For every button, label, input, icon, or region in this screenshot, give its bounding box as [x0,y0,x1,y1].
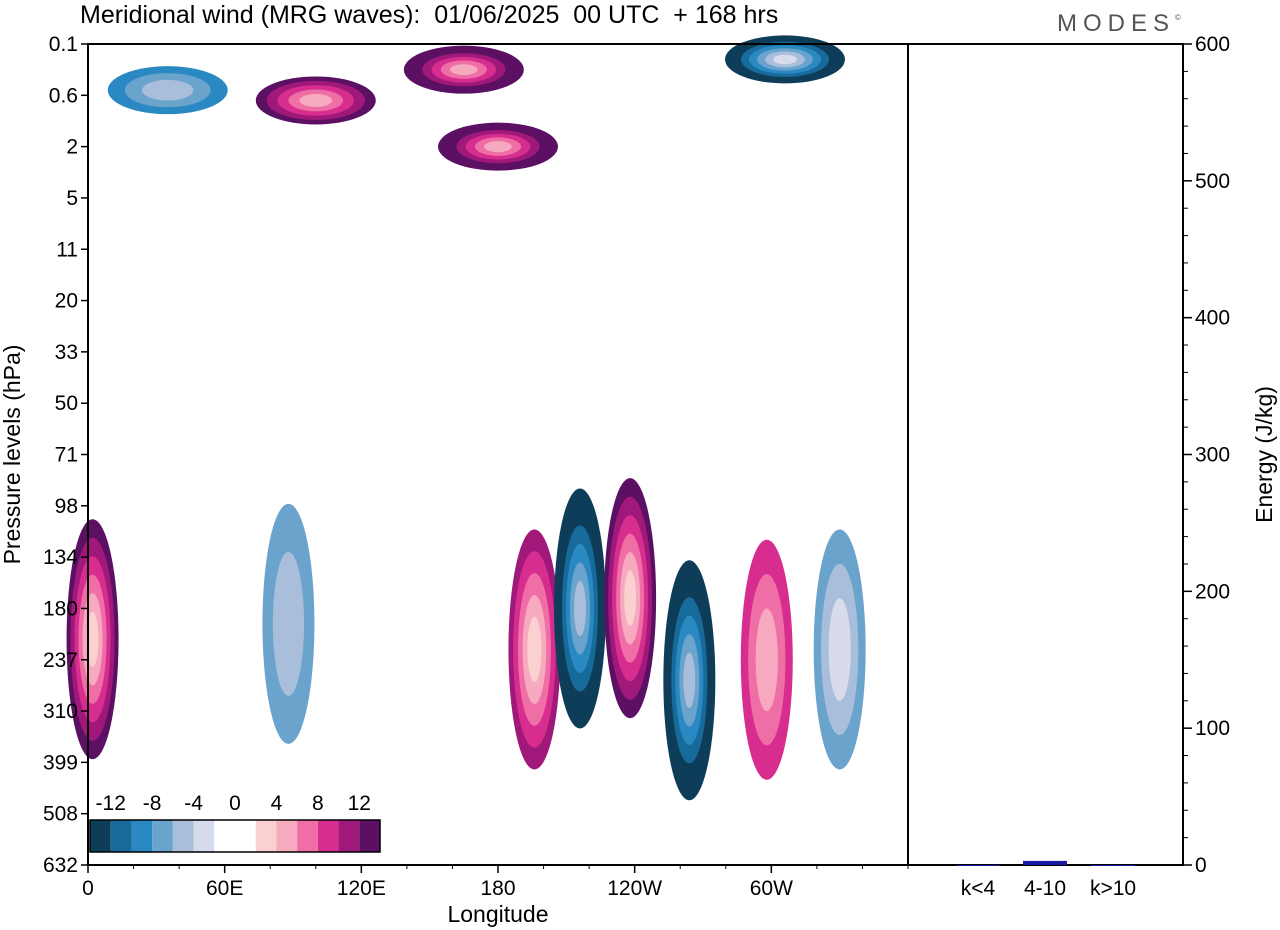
y-tick-label: 399 [43,751,78,774]
y-tick-label: 0.6 [49,84,78,107]
y-axis-label: Pressure levels (hPa) [0,345,25,565]
y-tick-label: 50 [55,392,78,415]
y-tick-label: 632 [43,854,78,877]
contour-0-5 [86,611,99,667]
contour-8-5 [624,570,637,626]
heatmap-field [66,35,866,801]
y-tick-label: 20 [55,290,78,313]
axes: 0.1 0.6 2 5 11 20 33 50 71 98 134 180 237 310 399 508 63… [43,33,1230,900]
x-tick-label: 120W [607,877,662,900]
colorbar-label: 4 [271,792,283,815]
contour-5-5 [484,141,512,153]
colorbar-swatch [276,820,298,852]
brand-mark: © [1175,13,1181,22]
y-tick-label: 33 [55,341,78,364]
contour-3-4 [299,93,333,107]
colorbar-swatch [297,820,318,852]
x-tick-label: 60E [206,877,243,900]
colorbar-label: 0 [229,792,241,815]
energy-tick-label: 200 [1195,580,1230,603]
brand-logo: MODES© [1057,10,1181,38]
energy-bars: k<4 4-10 k>10 [956,860,1136,900]
y-tick-label: 71 [55,444,78,467]
colorbar-swatch [110,820,132,852]
contour-2-1 [272,551,305,696]
colorbar-frame [89,819,381,853]
energy-axis-label: Energy (J/kg) [1251,386,1277,523]
x-tick-label: 180 [480,877,515,900]
y-tick-label: 508 [43,803,78,826]
colorbar-swatch [338,820,360,852]
contour-12-2 [828,598,851,701]
colorbar-label: -12 [96,792,126,815]
contour-4-5 [450,64,478,76]
y-tick-label: 237 [43,649,78,672]
y-tick-label: 0.1 [49,33,78,56]
x-tick-label: 0 [82,877,94,900]
colorbar-swatch [90,820,111,852]
brand-text: MODES [1057,10,1176,37]
colorbar-label: -8 [143,792,162,815]
colorbar: -12 -8 -4 0 4 8 12 [89,792,381,853]
colorbar-swatch [152,820,173,852]
energy-tick-label: 600 [1195,33,1230,56]
y-tick-label: 134 [43,546,78,569]
colorbar-swatch [214,820,235,852]
contour-9-5 [683,652,696,708]
energy-bar [1023,860,1067,865]
y-tick-label: 11 [56,238,78,261]
energy-tick-label: 300 [1195,444,1230,467]
y-tick-label: 98 [55,495,78,518]
y-tick-label: 2 [66,136,78,159]
energy-tick-label: 400 [1195,307,1230,330]
energy-frame [907,43,1184,866]
energy-category-label: k<4 [961,877,996,900]
y-tick-label: 5 [66,187,78,210]
y-tick-label: 180 [43,597,78,620]
y-tick-label: 310 [43,700,78,723]
contour-10-2 [755,608,778,712]
colorbar-swatch [193,820,215,852]
x-tick-label: 120E [337,877,386,900]
colorbar-label: 8 [312,792,324,815]
contour-11-6 [773,54,797,65]
plot-frames [87,43,1184,866]
energy-category-label: 4-10 [1024,877,1066,900]
contour-6-4 [527,616,542,683]
colorbar-swatch [131,820,153,852]
energy-tick-label: 100 [1195,717,1230,740]
energy-category-label: k>10 [1090,877,1136,900]
colorbar-label: -4 [184,792,203,815]
colorbar-label: 12 [348,792,371,815]
colorbar-swatch [317,820,339,852]
colorbar-swatch [255,820,277,852]
colorbar-swatch [235,820,256,852]
energy-bar [956,865,1000,866]
energy-tick-label: 500 [1195,170,1230,193]
energy-bar [1091,865,1135,866]
colorbar-swatch [359,820,380,852]
energy-tick-label: 0 [1195,854,1207,877]
contour-1-2 [142,79,194,101]
contour-7-5 [574,580,586,637]
chart-title: Meridional wind (MRG waves): 01/06/2025 … [80,1,779,29]
colorbar-swatch [172,820,194,852]
x-axis-label: Longitude [447,901,548,927]
x-tick-label: 60W [750,877,793,900]
